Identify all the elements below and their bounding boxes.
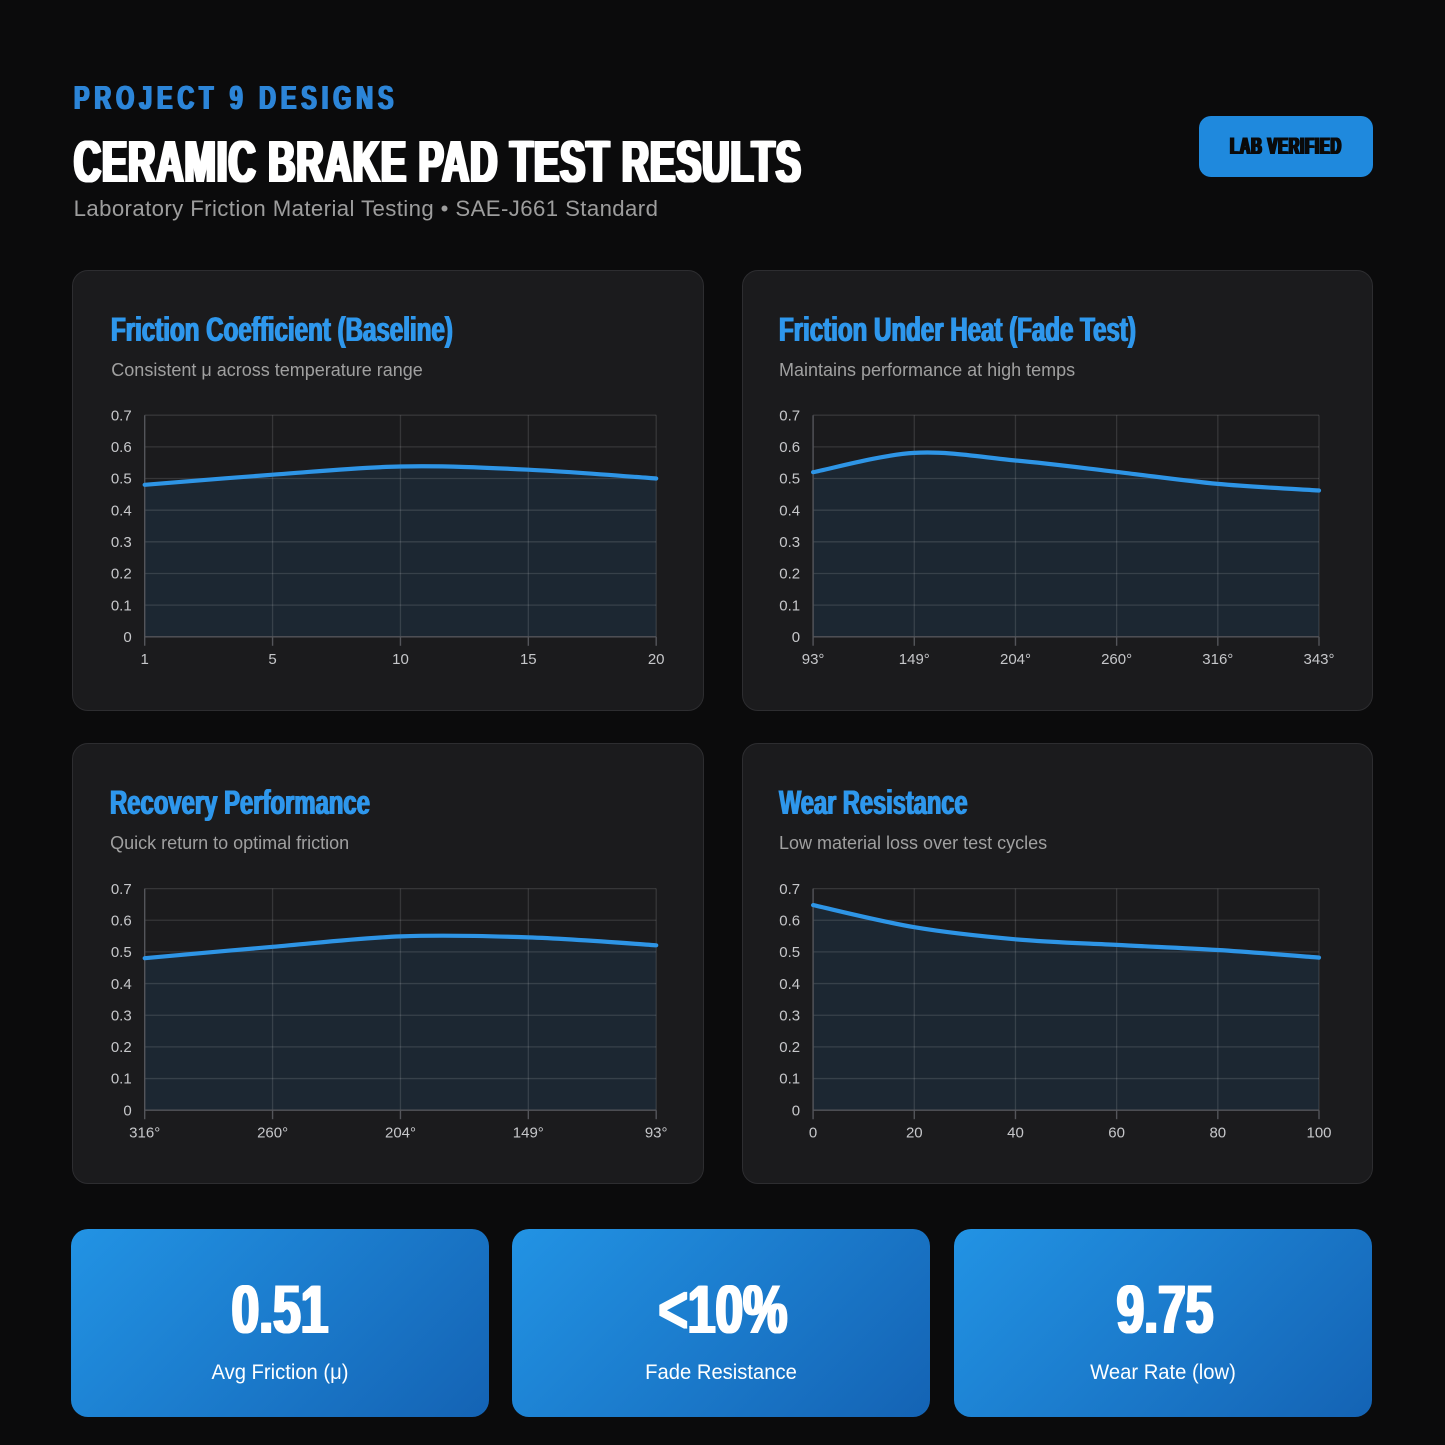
svg-text:0.6: 0.6 bbox=[111, 439, 132, 456]
svg-text:5: 5 bbox=[268, 651, 276, 668]
svg-text:149°: 149° bbox=[899, 651, 930, 668]
svg-text:0: 0 bbox=[792, 1102, 800, 1119]
svg-text:316°: 316° bbox=[129, 1124, 160, 1141]
svg-text:1: 1 bbox=[141, 651, 149, 668]
svg-text:40: 40 bbox=[1007, 1124, 1024, 1141]
svg-text:0: 0 bbox=[792, 629, 800, 646]
svg-text:20: 20 bbox=[648, 651, 665, 668]
svg-text:0.5: 0.5 bbox=[779, 944, 800, 961]
svg-text:0: 0 bbox=[123, 629, 131, 646]
svg-text:0.7: 0.7 bbox=[111, 881, 132, 898]
svg-text:0.1: 0.1 bbox=[111, 597, 132, 614]
svg-text:20: 20 bbox=[906, 1124, 923, 1141]
svg-text:0.1: 0.1 bbox=[779, 1071, 800, 1088]
svg-text:80: 80 bbox=[1209, 1124, 1226, 1141]
svg-text:0.4: 0.4 bbox=[779, 976, 800, 993]
svg-text:0.1: 0.1 bbox=[779, 597, 800, 614]
svg-text:316°: 316° bbox=[1202, 651, 1233, 668]
svg-text:0.3: 0.3 bbox=[779, 534, 800, 551]
svg-text:0.2: 0.2 bbox=[779, 1039, 800, 1056]
svg-text:0.2: 0.2 bbox=[779, 566, 800, 583]
svg-text:0.5: 0.5 bbox=[111, 471, 132, 488]
svg-text:0.2: 0.2 bbox=[111, 1039, 132, 1056]
svg-text:0.2: 0.2 bbox=[111, 566, 132, 583]
svg-text:0: 0 bbox=[809, 1124, 817, 1141]
svg-text:0.4: 0.4 bbox=[779, 502, 800, 519]
svg-text:0.1: 0.1 bbox=[111, 1071, 132, 1088]
svg-text:0.5: 0.5 bbox=[779, 471, 800, 488]
svg-text:0.6: 0.6 bbox=[779, 913, 800, 930]
svg-text:343°: 343° bbox=[1303, 651, 1334, 668]
svg-text:0.6: 0.6 bbox=[779, 439, 800, 456]
svg-text:0.7: 0.7 bbox=[111, 407, 132, 424]
svg-text:100: 100 bbox=[1306, 1124, 1331, 1141]
svg-text:93°: 93° bbox=[802, 651, 825, 668]
svg-text:0.3: 0.3 bbox=[111, 534, 132, 551]
svg-text:204°: 204° bbox=[1000, 651, 1031, 668]
svg-text:60: 60 bbox=[1108, 1124, 1125, 1141]
svg-text:149°: 149° bbox=[513, 1124, 544, 1141]
svg-text:0.4: 0.4 bbox=[111, 502, 132, 519]
svg-text:0.4: 0.4 bbox=[111, 976, 132, 993]
svg-text:0.7: 0.7 bbox=[779, 881, 800, 898]
svg-text:0.3: 0.3 bbox=[111, 1007, 132, 1024]
svg-text:260°: 260° bbox=[1101, 651, 1132, 668]
svg-text:0: 0 bbox=[123, 1102, 131, 1119]
svg-text:15: 15 bbox=[520, 651, 537, 668]
svg-text:0.6: 0.6 bbox=[111, 913, 132, 930]
svg-text:10: 10 bbox=[392, 651, 409, 668]
svg-text:93°: 93° bbox=[645, 1124, 668, 1141]
svg-text:0.5: 0.5 bbox=[111, 944, 132, 961]
svg-text:204°: 204° bbox=[385, 1124, 416, 1141]
svg-text:0.7: 0.7 bbox=[779, 407, 800, 424]
svg-text:0.3: 0.3 bbox=[779, 1007, 800, 1024]
svg-text:260°: 260° bbox=[257, 1124, 288, 1141]
